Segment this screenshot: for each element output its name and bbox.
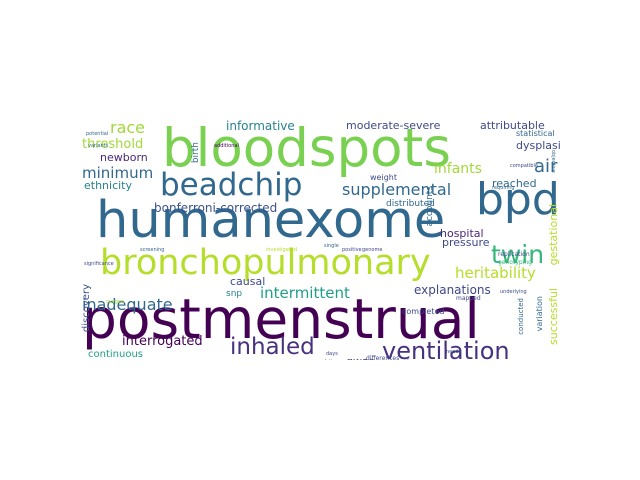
word-air: air	[534, 156, 558, 177]
word-infants: infants	[434, 161, 482, 177]
word-threshold: threshold	[82, 137, 144, 152]
word-snp: snp	[226, 289, 243, 299]
word-beadchip: beadchip	[160, 167, 303, 203]
word-reached: reached	[492, 177, 537, 190]
word-causal: causal	[230, 275, 266, 288]
word-additional: additional	[214, 143, 239, 149]
word-variants: variants	[88, 143, 109, 149]
word-requiring: requiring	[492, 185, 515, 191]
word-postmenstrual: postmenstrual	[82, 287, 480, 351]
word-mapped: mapped	[456, 295, 481, 302]
word-bronchopulmonary: bronchopulmonary	[100, 243, 431, 283]
word-minimum: minimum	[82, 164, 154, 182]
word-conducted: conducted	[517, 298, 525, 335]
word-birth: birth	[191, 142, 201, 164]
word-compatible: compatible	[510, 163, 538, 169]
word-statistical: statistical	[516, 129, 555, 138]
word-pressure: pressure	[442, 236, 490, 249]
word-needs: needs	[446, 349, 462, 355]
word-replication: replication	[498, 251, 530, 258]
word-dysplasia: dysplasia	[516, 139, 560, 152]
word-completed: completed	[402, 307, 445, 316]
word-underlying: underlying	[500, 289, 527, 295]
word-differences: differences	[366, 355, 400, 361]
word-accounts: accounts	[425, 186, 435, 227]
word-oxygen: oxygen	[106, 299, 125, 305]
word-hospital: hospital	[440, 227, 484, 240]
word-bpd: bpd	[476, 174, 560, 225]
word-newborn: newborn	[100, 151, 148, 164]
word-successful: successful	[547, 288, 560, 345]
word-heritability: heritability	[455, 264, 536, 282]
word-informative: informative	[226, 120, 295, 133]
word-genotyping: genotyping	[498, 259, 532, 266]
word-bloodspots: bloodspots	[162, 120, 451, 179]
word-ethnicity: ethnicity	[84, 179, 133, 192]
word-positive: positive	[342, 247, 362, 253]
word-inhaled: inhaled	[230, 334, 315, 360]
word-race: race	[110, 120, 146, 137]
word-interrogated: interrogated	[122, 334, 203, 349]
word-cloud: postmenstrual humanexome bloodspots bron…	[80, 120, 560, 360]
word-gwas: gwas	[346, 356, 374, 360]
word-distributed: distributed	[386, 199, 435, 209]
word-humanexome: humanexome	[96, 191, 446, 250]
word-explanations: explanations	[414, 283, 491, 297]
word-bonferroni: bonferroni-corrected	[154, 201, 278, 215]
word-variation: variation	[535, 296, 544, 332]
word-genome: genome	[362, 247, 383, 253]
word-intermittent: intermittent	[260, 284, 350, 302]
word-single: single	[324, 243, 339, 249]
word-days: days	[326, 351, 338, 357]
word-potential: potential	[86, 131, 109, 137]
word-discovery: discovery	[81, 284, 92, 333]
word-gestational: gestational	[547, 204, 560, 266]
word-twin: twin	[491, 240, 545, 269]
word-inadequate: inadequate	[82, 295, 173, 314]
word-significance: significance	[84, 261, 114, 267]
word-screening: screening	[140, 247, 165, 253]
word-continuous: continuous	[88, 349, 143, 360]
word-objective: objective	[550, 150, 556, 173]
word-moderate: moderate-severe	[346, 120, 441, 132]
word-supplemental: supplemental	[342, 180, 452, 199]
word-ventilation: ventilation	[382, 337, 510, 360]
word-weight: weight	[370, 173, 397, 182]
word-investigated: investigated	[266, 247, 297, 253]
word-attributable: attributable	[480, 120, 545, 132]
